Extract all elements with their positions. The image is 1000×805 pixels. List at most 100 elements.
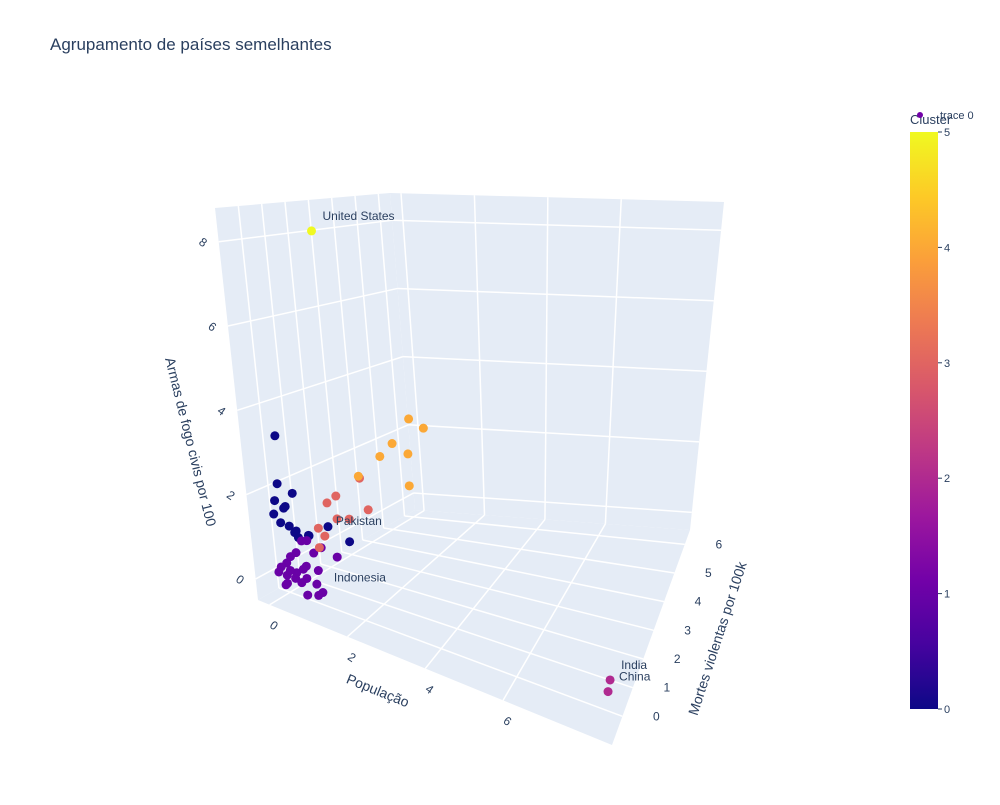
y-tick-label: 1 <box>663 681 670 695</box>
colorbar-tick-label: 2 <box>944 473 950 485</box>
grid-line <box>408 424 700 443</box>
point <box>274 567 284 577</box>
point <box>290 528 300 538</box>
point <box>314 543 324 553</box>
y-tick-label: 3 <box>684 623 691 637</box>
grid-line <box>604 199 622 524</box>
grid-line <box>404 515 685 546</box>
point <box>323 522 333 532</box>
colorbar-tick-label: 5 <box>944 127 950 139</box>
x-tick-label: 4 <box>423 682 437 697</box>
point <box>269 509 279 519</box>
grid-line <box>346 514 486 638</box>
point <box>353 471 363 481</box>
point <box>345 537 355 547</box>
grid-line <box>502 523 607 701</box>
grid-line <box>413 492 692 514</box>
x-axis-title: População <box>344 671 412 711</box>
point <box>418 423 428 433</box>
grid-line <box>237 205 280 589</box>
point <box>403 449 413 459</box>
grid-line <box>260 203 301 577</box>
grid-line <box>354 195 385 529</box>
x-tick-label: 0 <box>267 618 281 633</box>
point <box>285 565 295 575</box>
colorbar-tick-label: 1 <box>944 589 950 601</box>
point-label: United States <box>323 209 395 223</box>
point <box>287 488 297 498</box>
point <box>603 687 613 697</box>
grid-line <box>284 201 322 565</box>
point <box>303 590 313 600</box>
point <box>270 496 280 506</box>
point <box>312 579 322 589</box>
point <box>314 590 324 600</box>
point <box>313 566 323 576</box>
legend-label[interactable]: trace 0 <box>940 110 974 122</box>
grid-line <box>383 527 675 574</box>
point-label: Pakistan <box>336 514 382 528</box>
point <box>313 523 323 533</box>
y-tick-label: 2 <box>674 652 681 666</box>
z-tick-label: 8 <box>196 235 210 250</box>
point <box>331 491 341 501</box>
grid-line <box>362 539 665 603</box>
point <box>282 578 292 588</box>
grid-line <box>227 287 398 327</box>
colorbar-tick-label: 3 <box>944 358 950 370</box>
point <box>307 226 317 236</box>
point <box>272 479 282 489</box>
grid-line <box>424 518 546 669</box>
grid-line <box>330 197 364 541</box>
legend-marker[interactable] <box>917 112 923 118</box>
point-label: Indonesia <box>334 571 386 585</box>
y-tick-label: 6 <box>715 537 722 551</box>
z-tick-label: 0 <box>233 572 247 587</box>
grid-line <box>341 551 654 632</box>
point <box>322 498 332 508</box>
point <box>302 536 312 546</box>
y-axis-title: Mortes violentas por 100k <box>685 559 750 717</box>
point <box>344 514 354 524</box>
x-tick-label: 2 <box>345 650 359 665</box>
y-tick-label: 0 <box>653 709 660 723</box>
grid-line <box>269 510 425 606</box>
x-tick-label: 6 <box>501 713 515 728</box>
back-wall <box>390 193 724 530</box>
grid-line <box>377 193 406 517</box>
colorbar <box>910 132 938 709</box>
point-label: China <box>619 670 651 684</box>
point <box>404 481 414 491</box>
z-axis-title: Armas de fogo civis por 100 <box>162 356 220 528</box>
point <box>320 531 330 541</box>
grid-line <box>473 195 486 516</box>
z-tick-label: 2 <box>224 488 238 503</box>
y-tick-label: 5 <box>705 566 712 580</box>
grid-line <box>218 219 393 243</box>
grid-line <box>299 575 634 689</box>
point <box>605 675 615 685</box>
point <box>284 521 294 531</box>
chart-title: Agrupamento de países semelhantes <box>50 35 332 54</box>
point <box>363 505 373 515</box>
point <box>332 514 342 524</box>
grid-line <box>544 197 549 520</box>
z-tick-label: 6 <box>205 319 219 334</box>
point <box>404 414 414 424</box>
grid-line <box>392 219 722 231</box>
point <box>298 564 308 574</box>
point <box>291 548 301 558</box>
y-tick-label: 4 <box>695 595 702 609</box>
point-label: India <box>621 658 647 672</box>
z-tick-label: 4 <box>215 403 229 418</box>
side-wall <box>215 193 415 600</box>
point <box>276 518 286 528</box>
colorbar-tick-label: 0 <box>944 704 950 716</box>
floor <box>258 510 690 745</box>
point <box>332 552 342 562</box>
grid-line <box>402 355 707 373</box>
grid-line <box>320 563 644 660</box>
grid-line <box>236 355 404 412</box>
grid-line <box>397 287 714 302</box>
